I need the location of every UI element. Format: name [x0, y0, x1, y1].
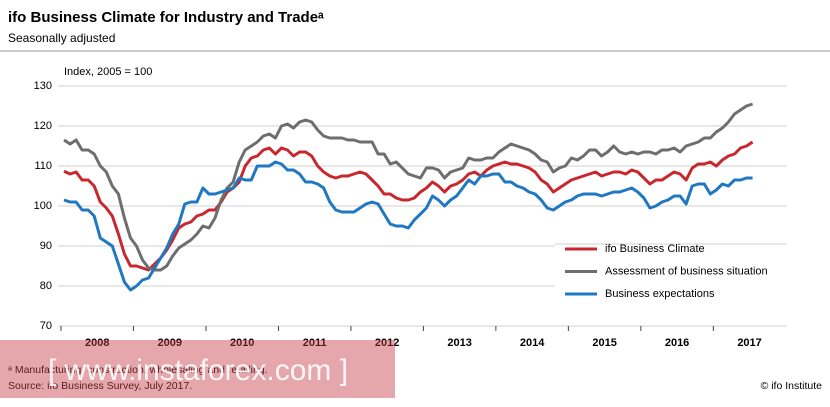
- series-line: [63, 160, 753, 292]
- legend-label: Assessment of business situation: [605, 265, 768, 277]
- x-tick-label: 2017: [737, 337, 761, 349]
- footnote: ᵃ Manufacturing, construction, wholesali…: [8, 364, 268, 376]
- y-tick-label: 100: [34, 200, 52, 212]
- y-tick-label: 70: [40, 320, 52, 332]
- x-tick-label: 2008: [85, 337, 109, 349]
- legend-label: Business expectations: [605, 288, 715, 300]
- watermark-band: [0, 340, 395, 398]
- chart-subtitle: Seasonally adjusted: [8, 31, 115, 45]
- x-tick-label: 2009: [157, 337, 181, 349]
- x-tick-label: 2016: [665, 337, 689, 349]
- y-axis-label: Index, 2005 = 100: [64, 66, 152, 78]
- x-tick-label: 2014: [520, 337, 545, 349]
- x-tick-label: 2011: [303, 337, 327, 349]
- x-tick-label: 2015: [592, 337, 616, 349]
- y-tick-label: 130: [34, 80, 52, 92]
- y-tick-label: 110: [34, 160, 52, 172]
- y-tick-label: 120: [34, 120, 52, 132]
- credit: © ifo Institute: [761, 380, 823, 392]
- series-line: [63, 140, 754, 272]
- x-tick-label: 2012: [375, 337, 399, 349]
- x-tick-label: 2010: [230, 337, 254, 349]
- legend-label: ifo Business Climate: [605, 243, 705, 255]
- source: Source: ifo Business Survey, July 2017.: [8, 380, 192, 392]
- series-line: [63, 102, 754, 272]
- x-tick-label: 2013: [447, 337, 471, 349]
- chart-title: ifo Business Climate for Industry and Tr…: [8, 9, 324, 26]
- watermark: [ www.instaforex.com ]: [48, 354, 348, 387]
- y-tick-label: 80: [40, 280, 52, 292]
- y-tick-label: 90: [40, 240, 52, 252]
